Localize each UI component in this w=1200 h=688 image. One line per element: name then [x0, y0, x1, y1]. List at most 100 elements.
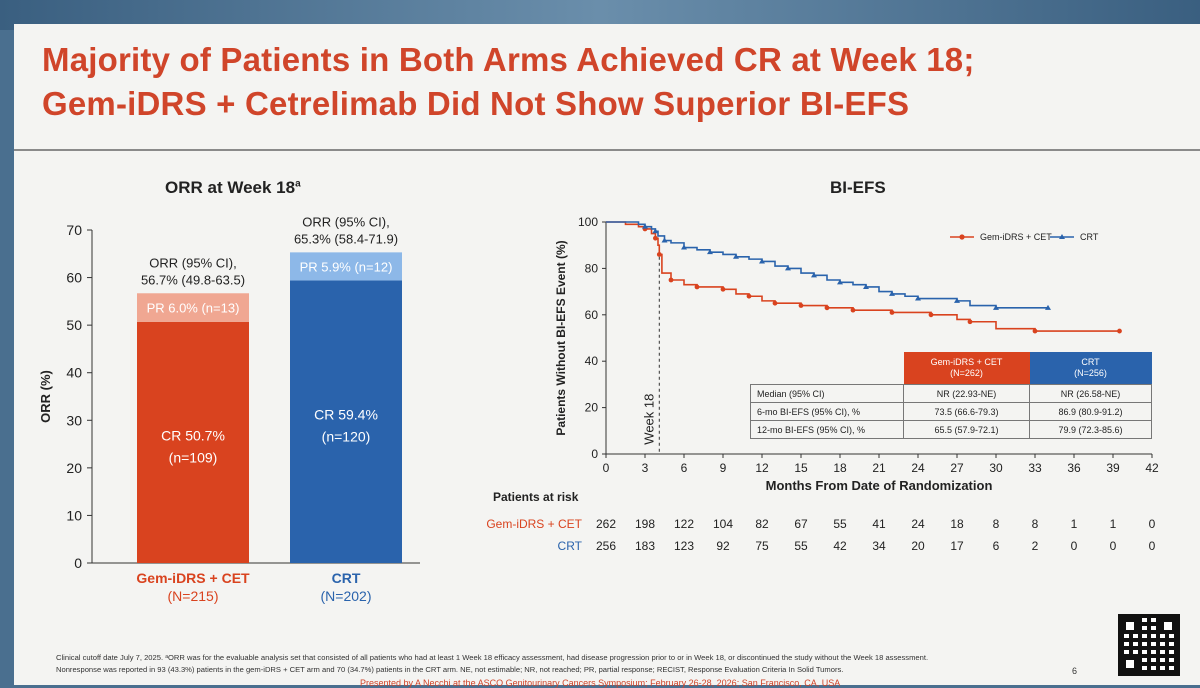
- orr-y-tick-label: 40: [66, 365, 82, 381]
- table-header-row: Gem-iDRS + CET (N=262) CRT (N=256): [750, 352, 1152, 385]
- risk-value: 8: [993, 517, 1000, 531]
- orr-y-tick-label: 30: [66, 412, 82, 428]
- km-censor-mark: [707, 249, 713, 255]
- qr-finder: [1160, 618, 1176, 634]
- km-censor-mark: [915, 295, 921, 301]
- km-y-tick-label: 80: [585, 261, 599, 275]
- qr-finder: [1122, 618, 1138, 634]
- km-censor-mark: [1045, 304, 1051, 310]
- orr-cr-n-label: (n=109): [169, 449, 218, 465]
- km-censor-mark: [798, 303, 804, 308]
- km-x-tick-label: 24: [911, 461, 925, 475]
- legend-marker-gem: [959, 234, 965, 240]
- footnote-line-1: Clinical cutoff date July 7, 2025. ᵃORR …: [56, 653, 929, 662]
- km-censor-mark: [759, 258, 765, 264]
- risk-value: 0: [1071, 539, 1078, 553]
- table-row-label: 6-mo BI-EFS (95% CI), %: [750, 402, 904, 421]
- table-row: Median (95% CI) NR (22.93-NE) NR (26.58-…: [750, 384, 1152, 403]
- risk-value: 122: [674, 517, 694, 531]
- orr-y-tick-label: 10: [66, 507, 82, 523]
- km-censor-mark: [656, 252, 662, 257]
- risk-value: 55: [794, 539, 808, 553]
- orr-y-tick-label: 70: [66, 222, 82, 238]
- km-x-tick-label: 18: [833, 461, 847, 475]
- risk-value: 17: [950, 539, 964, 553]
- table-header-crt: CRT (N=256): [1029, 352, 1152, 385]
- orr-y-tick-label: 0: [74, 555, 82, 571]
- title-divider: [14, 149, 1200, 151]
- km-censor-mark: [772, 300, 778, 306]
- risk-value: 0: [1149, 517, 1156, 531]
- km-x-tick-label: 12: [755, 461, 769, 475]
- risk-value: 18: [950, 517, 964, 531]
- km-y-tick-label: 40: [585, 354, 599, 368]
- table-header-blank: [750, 352, 904, 385]
- km-x-tick-label: 15: [794, 461, 808, 475]
- orr-cr-n-label: (n=120): [322, 429, 371, 445]
- orr-category-n-label: (N=202): [321, 588, 372, 604]
- km-x-tick-label: 9: [720, 461, 727, 475]
- table-row-label: 12-mo BI-EFS (95% CI), %: [750, 420, 904, 439]
- risk-value: 0: [1110, 539, 1117, 553]
- risk-value: 0: [1149, 539, 1156, 553]
- risk-value: 1: [1071, 517, 1078, 531]
- km-censor-mark: [889, 310, 895, 315]
- km-y-axis-label: Patients Without BI-EFS Event (%): [554, 240, 568, 435]
- orr-bar-cr: [290, 280, 402, 563]
- risk-value: 34: [872, 539, 886, 553]
- slide-title-line-2: Gem-iDRS + Cetrelimab Did Not Show Super…: [42, 85, 910, 122]
- table-cell-gem: 73.5 (66.6-79.3): [903, 402, 1030, 421]
- km-x-tick-label: 33: [1028, 461, 1042, 475]
- km-x-tick-label: 6: [681, 461, 688, 475]
- km-censor-mark: [720, 286, 726, 292]
- footnote-line-2: Nonresponse was reported in 93 (43.3%) p…: [56, 665, 844, 674]
- orr-total-value-label: 56.7% (49.8-63.5): [141, 272, 245, 287]
- km-censor-mark: [811, 272, 817, 278]
- table-cell-crt: 86.9 (80.9-91.2): [1029, 402, 1152, 421]
- km-censor-mark: [889, 290, 895, 296]
- orr-category-label: Gem-iDRS + CET: [136, 570, 250, 586]
- risk-value: 256: [596, 539, 616, 553]
- km-censor-mark: [837, 279, 843, 285]
- km-censor-mark: [681, 244, 687, 250]
- orr-y-axis-label: ORR (%): [38, 370, 53, 423]
- orr-bar-cr: [137, 321, 249, 563]
- page-number: 6: [1072, 666, 1078, 676]
- km-censor-mark: [733, 253, 739, 259]
- km-x-tick-label: 21: [872, 461, 886, 475]
- table-row: 12-mo BI-EFS (95% CI), % 65.5 (57.9-72.1…: [750, 420, 1152, 439]
- legend-label-gem: Gem-iDRS + CET: [980, 232, 1052, 242]
- risk-value: 6: [993, 539, 1000, 553]
- orr-category-n-label: (N=215): [168, 588, 219, 604]
- km-x-tick-label: 0: [603, 461, 610, 475]
- km-censor-mark: [642, 223, 648, 229]
- km-y-tick-label: 20: [585, 401, 599, 415]
- km-x-tick-label: 39: [1106, 461, 1120, 475]
- risk-table-title: Patients at risk: [493, 490, 579, 504]
- km-censor-mark: [850, 307, 856, 313]
- risk-value: 67: [794, 517, 808, 531]
- risk-value: 24: [911, 517, 925, 531]
- risk-value: 262: [596, 517, 616, 531]
- qr-code-icon[interactable]: [1118, 614, 1180, 676]
- risk-row-label: CRT: [558, 539, 583, 553]
- km-censor-mark: [694, 284, 700, 290]
- risk-value: 82: [755, 517, 769, 531]
- table-cell-crt: NR (26.58-NE): [1029, 384, 1152, 403]
- orr-category-label: CRT: [332, 570, 361, 586]
- km-x-tick-label: 42: [1145, 461, 1159, 475]
- risk-value: 75: [755, 539, 769, 553]
- km-censor-mark: [661, 237, 668, 243]
- risk-value: 104: [713, 517, 733, 531]
- km-x-tick-label: 27: [950, 461, 964, 475]
- risk-value: 41: [872, 517, 886, 531]
- qr-finder: [1122, 656, 1138, 672]
- risk-value: 2: [1032, 539, 1039, 553]
- km-censor-mark: [967, 319, 973, 325]
- km-censor-mark: [668, 277, 674, 283]
- km-censor-mark: [954, 297, 960, 303]
- risk-value: 20: [911, 539, 925, 553]
- km-censor-mark: [653, 235, 658, 241]
- orr-y-tick-label: 50: [66, 317, 82, 333]
- legend-marker-crt: [1059, 234, 1065, 239]
